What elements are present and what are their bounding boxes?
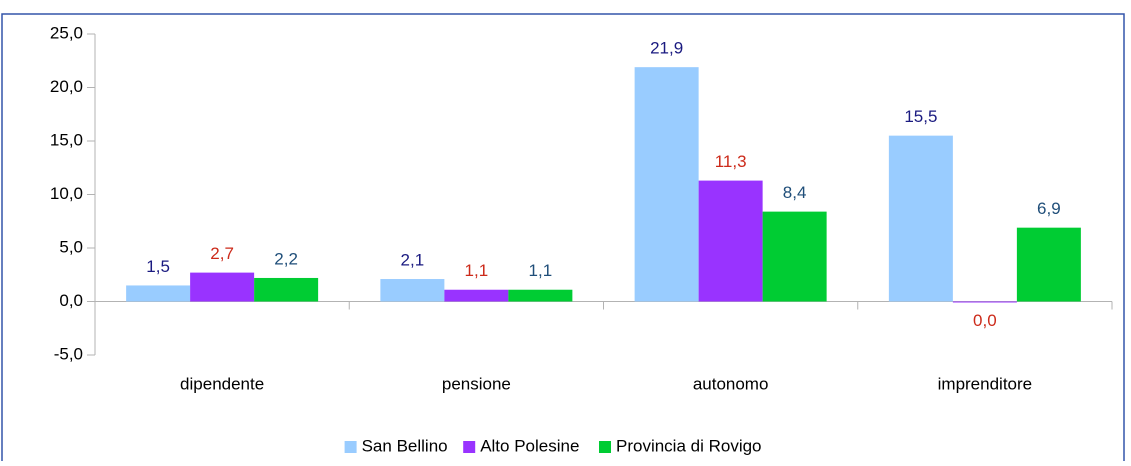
bar — [508, 289, 573, 302]
legend-swatch — [344, 441, 357, 453]
value-label: 1,1 — [465, 261, 489, 280]
bar — [190, 272, 255, 302]
value-label: 6,9 — [1037, 199, 1061, 218]
x-tick-label: pensione — [442, 374, 511, 393]
y-tick-label: -5,0 — [54, 344, 83, 363]
y-tick-label: 25,0 — [50, 23, 83, 42]
value-label: 11,3 — [715, 152, 747, 171]
x-tick-label: dipendente — [180, 374, 264, 393]
legend-swatch — [599, 441, 611, 453]
value-label: 2,2 — [274, 249, 298, 268]
x-tick-label: imprenditore — [938, 374, 1033, 393]
legend-label: Provincia di Rovigo — [616, 436, 762, 455]
legend-label: Alto Polesine — [480, 436, 579, 455]
bar — [698, 180, 763, 302]
y-tick-label: 10,0 — [50, 184, 83, 203]
value-label: 2,1 — [401, 251, 425, 270]
y-tick-label: 5,0 — [59, 237, 83, 256]
y-tick-label: 0,0 — [59, 291, 83, 310]
bar — [380, 279, 445, 302]
value-label: 2,7 — [210, 244, 234, 263]
value-label: 8,4 — [783, 183, 807, 202]
legend-label: San Bellino — [362, 436, 448, 455]
bar — [952, 301, 1017, 303]
bar — [634, 67, 699, 302]
bar — [444, 289, 509, 302]
bar — [126, 285, 191, 302]
value-label: 0,0 — [973, 311, 997, 330]
legend-swatch — [463, 441, 476, 453]
value-label: 21,9 — [650, 39, 683, 58]
bar — [888, 135, 953, 302]
x-tick-label: autonomo — [693, 374, 769, 393]
value-label: 1,1 — [529, 261, 553, 280]
chart-frame — [1, 13, 1125, 466]
bar — [254, 277, 319, 302]
y-tick-label: 20,0 — [50, 77, 83, 96]
y-tick-label: 15,0 — [50, 130, 83, 149]
bar — [1016, 227, 1081, 302]
bar — [762, 211, 827, 302]
value-label: 1,5 — [146, 257, 170, 276]
value-label: 15,5 — [904, 107, 937, 126]
